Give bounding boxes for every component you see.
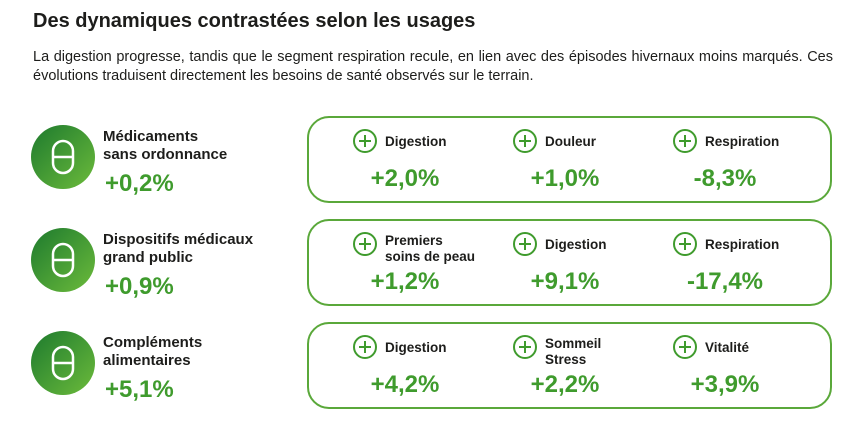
item-icon [670,124,700,158]
item-label: Respiration [705,237,780,252]
item-label: Digestion [545,237,607,252]
group-box [307,219,832,306]
item-icon [670,330,700,364]
icon [353,129,377,153]
item-icon [670,227,700,261]
group-total: +0,2% [105,170,174,197]
item-value: +3,9% [690,371,760,398]
item-label: Digestion [385,340,447,355]
group-icon [31,331,95,395]
item-value: +9,1% [530,268,600,295]
icon [673,232,697,256]
group-total: +0,9% [105,273,174,300]
item-label: soins de peau [385,249,476,264]
group-name: grand public [103,249,193,266]
icon [673,129,697,153]
item-label: Douleur [545,134,597,149]
group-icon [31,228,95,292]
item-label: Vitalité [705,340,750,355]
title: Des dynamiques contrastées selon les usa… [33,10,476,32]
group-box [307,116,832,203]
item-label: Respiration [705,134,780,149]
icon [673,335,697,359]
item-icon [350,330,380,364]
item-value: +1,2% [370,268,440,295]
icon [513,129,537,153]
group-icon [31,125,95,189]
group-name: alimentaires [103,352,191,369]
item-value: +2,0% [370,165,440,192]
icon [51,242,75,278]
intro: La digestion progresse, tandis que le se… [33,49,833,84]
item-icon [510,227,540,261]
item-icon [350,227,380,261]
item-value: -8,3% [693,165,757,192]
group-name: Dispositifs médicaux [103,231,254,248]
group-name: sans ordonnance [103,146,228,163]
item-icon [350,124,380,158]
group-name: Médicaments [103,128,199,145]
group-name: Compléments [103,334,203,351]
icon [51,139,75,175]
icon [353,335,377,359]
icon [513,232,537,256]
item-value: +4,2% [370,371,440,398]
group-total: +5,1% [105,376,174,403]
icon [353,232,377,256]
item-label: Sommeil [545,336,602,351]
item-label: Premiers [385,233,443,248]
group-box [307,322,832,409]
icon [513,335,537,359]
icon [51,345,75,381]
item-label: Digestion [385,134,447,149]
item-value: -17,4% [686,268,764,295]
item-label: Stress [545,352,587,367]
item-value: +1,0% [530,165,600,192]
item-icon [510,330,540,364]
item-icon [510,124,540,158]
item-value: +2,2% [530,371,600,398]
